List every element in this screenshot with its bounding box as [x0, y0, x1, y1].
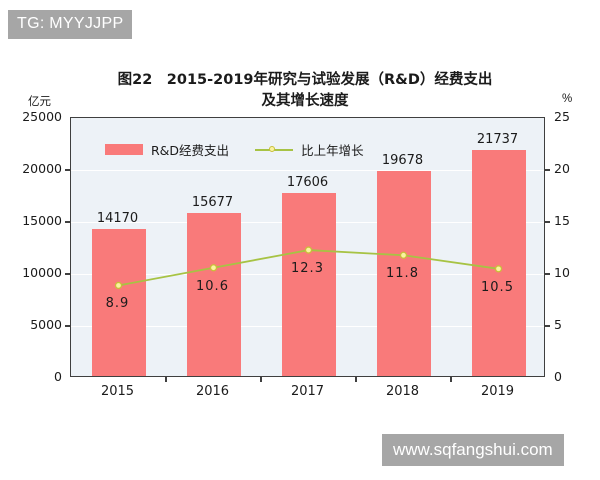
- right-axis-tick-label: 5: [554, 317, 562, 332]
- right-axis-tick-mark: [544, 169, 550, 171]
- line-marker-2017: [304, 246, 313, 254]
- bar-2017: [281, 192, 336, 376]
- bar-2016: [186, 212, 241, 376]
- line-marker-2016: [209, 264, 218, 272]
- left-axis-tick-label: 20000: [22, 161, 62, 176]
- line-marker-2018: [399, 251, 408, 259]
- left-axis-tick-labels: 0 5000 10000 15000 20000 25000: [0, 109, 62, 384]
- right-axis-tick-label: 0: [554, 369, 562, 384]
- bar-value-label-2019: 21737: [476, 131, 519, 147]
- legend-bar-label: R&D经费支出: [151, 143, 230, 158]
- right-axis-tick-mark: [544, 221, 550, 223]
- left-axis-unit: 亿元: [28, 94, 51, 108]
- right-axis-tick-label: 20: [554, 161, 570, 176]
- bar-value-label-2018: 19678: [381, 153, 424, 169]
- legend-line-marker-icon: [255, 144, 294, 155]
- line-marker-2015: [114, 281, 123, 290]
- x-axis-tick-label-2015: 2015: [100, 384, 135, 399]
- bar-value-label-2015: 14170: [96, 210, 139, 226]
- x-axis-tick-mark: [355, 376, 357, 382]
- line-marker-2019: [494, 265, 503, 273]
- line-value-label-2017: 12.3: [291, 261, 324, 277]
- x-axis-tick-label-2017: 2017: [290, 384, 325, 399]
- left-axis-tick-mark: [65, 169, 71, 171]
- line-value-label-2018: 11.8: [386, 266, 419, 282]
- left-axis-tick-label: 10000: [22, 265, 62, 280]
- bar-2015: [91, 228, 146, 376]
- right-axis-tick-labels: 0 5 10 15 20 25: [554, 109, 598, 384]
- legend-item-line: 比上年增长: [255, 140, 364, 159]
- bar-value-label-2017: 17606: [286, 174, 329, 190]
- figure-title-line-2: 及其增长速度: [261, 93, 349, 109]
- line-value-label-2019: 10.5: [481, 279, 514, 295]
- left-axis-tick-mark: [65, 221, 71, 223]
- right-axis-tick-label: 15: [554, 213, 570, 228]
- right-axis-tick-mark: [544, 273, 550, 275]
- bar-value-label-2016: 15677: [191, 194, 234, 210]
- chart-plot-inner: [71, 118, 544, 376]
- bar-2018: [376, 171, 431, 376]
- left-axis-tick-label: 0: [54, 369, 62, 384]
- right-axis-tick-label: 25: [554, 109, 570, 124]
- right-axis-unit: %: [562, 93, 573, 105]
- x-axis-tick-mark: [260, 376, 262, 382]
- x-axis-tick-label-2016: 2016: [195, 384, 230, 399]
- chart-legend: R&D经费支出 比上年增长: [105, 140, 364, 159]
- legend-bar-swatch-icon: [105, 144, 143, 155]
- x-axis-tick-mark: [165, 376, 167, 382]
- x-axis-tick-label-2018: 2018: [385, 384, 420, 399]
- legend-line-label: 比上年增长: [301, 143, 364, 158]
- legend-item-bar: R&D经费支出: [105, 140, 229, 159]
- chart-plot-area: [70, 117, 545, 377]
- x-axis-tick-label-2019: 2019: [480, 384, 515, 399]
- page-title: 图22 2015-2019年研究与试验发展（R&D）经费支出 及其增长速度: [70, 70, 540, 112]
- left-axis-tick-mark: [65, 325, 71, 327]
- x-axis-tick-mark: [450, 376, 452, 382]
- left-axis-tick-mark: [65, 273, 71, 275]
- right-axis-tick-mark: [544, 325, 550, 327]
- tg-tag: TG: MYYJJPP: [8, 10, 133, 39]
- left-axis-tick-label: 25000: [22, 109, 62, 124]
- gridline: [71, 170, 544, 171]
- growth-rate-line-series: [114, 246, 503, 290]
- left-axis-tick-label: 15000: [22, 213, 62, 228]
- line-value-label-2016: 10.6: [196, 278, 229, 294]
- right-axis-tick-label: 10: [554, 265, 570, 280]
- watermark: www.sqfangshui.com: [382, 434, 564, 466]
- line-value-label-2015: 8.9: [105, 296, 130, 312]
- figure-title-line-1: 图22 2015-2019年研究与试验发展（R&D）经费支出: [117, 72, 493, 88]
- bar-2019: [471, 149, 526, 376]
- left-axis-tick-label: 5000: [30, 317, 62, 332]
